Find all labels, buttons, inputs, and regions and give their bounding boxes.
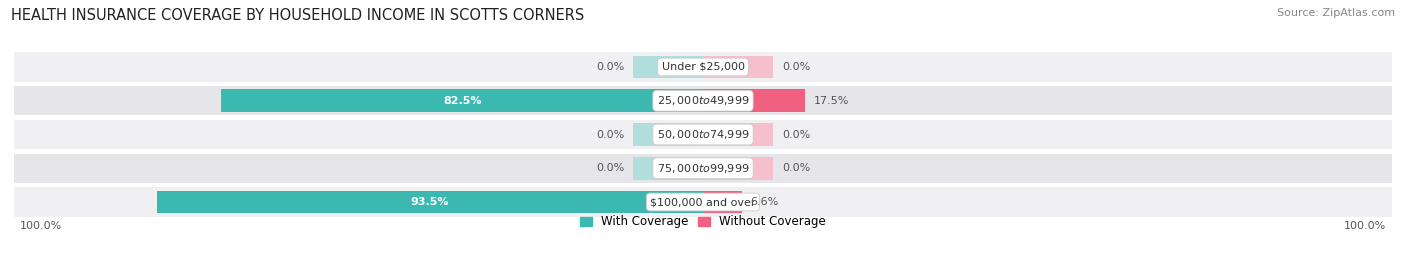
Text: 0.0%: 0.0%: [596, 163, 624, 173]
Bar: [14, 120, 1392, 149]
Text: 93.5%: 93.5%: [411, 197, 450, 207]
Bar: [221, 89, 703, 112]
Text: Under $25,000: Under $25,000: [661, 62, 745, 72]
Bar: [703, 123, 773, 146]
Bar: [157, 190, 703, 214]
Bar: [14, 86, 1392, 115]
Text: $50,000 to $74,999: $50,000 to $74,999: [657, 128, 749, 141]
Text: 0.0%: 0.0%: [782, 163, 810, 173]
Bar: [221, 89, 703, 112]
Text: 0.0%: 0.0%: [596, 129, 624, 140]
Text: HEALTH INSURANCE COVERAGE BY HOUSEHOLD INCOME IN SCOTTS CORNERS: HEALTH INSURANCE COVERAGE BY HOUSEHOLD I…: [11, 8, 585, 23]
Bar: [14, 154, 1392, 183]
Text: 17.5%: 17.5%: [814, 96, 849, 106]
Text: 0.0%: 0.0%: [596, 62, 624, 72]
Text: 6.6%: 6.6%: [751, 197, 779, 207]
Bar: [703, 190, 741, 214]
Text: $75,000 to $99,999: $75,000 to $99,999: [657, 162, 749, 175]
Bar: [703, 190, 741, 214]
Bar: [14, 187, 1392, 217]
Text: Source: ZipAtlas.com: Source: ZipAtlas.com: [1277, 8, 1395, 18]
Text: 0.0%: 0.0%: [782, 129, 810, 140]
Text: $100,000 and over: $100,000 and over: [650, 197, 756, 207]
Bar: [633, 123, 703, 146]
Text: 100.0%: 100.0%: [20, 221, 62, 231]
Bar: [633, 157, 703, 180]
Bar: [703, 89, 806, 112]
Text: 0.0%: 0.0%: [782, 62, 810, 72]
Bar: [703, 89, 806, 112]
Text: $25,000 to $49,999: $25,000 to $49,999: [657, 94, 749, 107]
Text: 100.0%: 100.0%: [1344, 221, 1386, 231]
Text: 82.5%: 82.5%: [443, 96, 481, 106]
Bar: [703, 55, 773, 79]
Bar: [703, 157, 773, 180]
Bar: [633, 55, 703, 79]
Bar: [157, 190, 703, 214]
Bar: [14, 52, 1392, 82]
Legend: With Coverage, Without Coverage: With Coverage, Without Coverage: [579, 215, 827, 228]
